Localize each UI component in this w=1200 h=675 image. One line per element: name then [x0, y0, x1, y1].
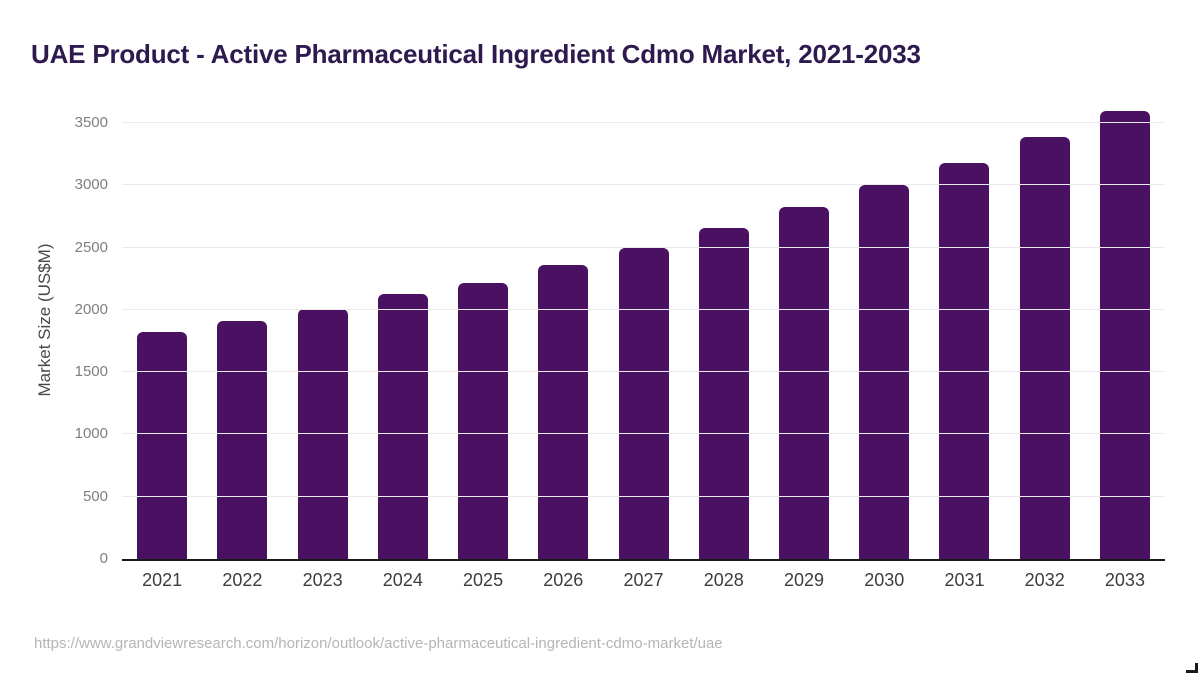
gridline-3500: [122, 122, 1165, 123]
chart-title: UAE Product - Active Pharmaceutical Ingr…: [31, 39, 921, 70]
bar-2022[interactable]: [217, 321, 268, 559]
x-tick-label-2022: 2022: [222, 570, 263, 590]
bar-2026[interactable]: [538, 265, 589, 559]
bar-2033[interactable]: [1099, 111, 1150, 559]
bar-2025[interactable]: [458, 283, 509, 559]
bar-slot-2030: [844, 100, 924, 559]
bar-2027[interactable]: [618, 247, 669, 559]
corner-mark-icon: [1186, 663, 1198, 673]
bar-slot-2024: [363, 100, 443, 559]
x-tick-label-2033: 2033: [1104, 570, 1145, 590]
y-tick-label-2000: 2000: [74, 300, 108, 318]
bar-slot-2026: [523, 100, 603, 559]
x-tick-label-2028: 2028: [703, 570, 744, 590]
bar-slot-2028: [684, 100, 764, 559]
bar-slot-2031: [924, 100, 1004, 559]
bar-2028[interactable]: [698, 228, 749, 559]
bar-2031[interactable]: [939, 162, 990, 559]
gridline-2000: [122, 308, 1165, 310]
bar-slot-2022: [202, 100, 282, 559]
x-tick-label-2024: 2024: [382, 570, 423, 590]
bar-slot-2033: [1085, 100, 1165, 559]
bar-slot-2032: [1005, 100, 1085, 559]
x-tick-label-2021: 2021: [142, 570, 183, 590]
y-tick-label-0: 0: [99, 550, 108, 567]
bars-container: [122, 100, 1165, 559]
x-tick-label-2029: 2029: [783, 570, 825, 590]
bar-slot-2027: [603, 100, 683, 559]
y-tick-label-500: 500: [82, 487, 108, 505]
y-tick-label-3000: 3000: [74, 176, 108, 194]
x-tick-label-2026: 2026: [543, 570, 584, 590]
bar-2032[interactable]: [1019, 136, 1070, 559]
bar-slot-2029: [764, 100, 844, 559]
y-tick-label-1000: 1000: [74, 425, 108, 443]
gridline-1000: [122, 433, 1165, 435]
bar-slot-2025: [443, 100, 523, 559]
bar-slot-2023: [282, 100, 362, 559]
bar-2030[interactable]: [859, 185, 910, 559]
y-tick-label-1500: 1500: [74, 363, 108, 381]
bar-2029[interactable]: [778, 207, 829, 559]
x-tick-label-2032: 2032: [1024, 570, 1065, 590]
y-tick-label-2500: 2500: [74, 238, 108, 256]
y-axis-title: Market Size (US$M): [35, 243, 54, 397]
x-tick-label-2027: 2027: [623, 570, 664, 590]
source-url: https://www.grandviewresearch.com/horizo…: [34, 635, 723, 652]
bar-slot-2021: [122, 100, 202, 559]
bar-2024[interactable]: [377, 294, 428, 559]
gridline-3000: [122, 184, 1165, 186]
x-tick-label-2025: 2025: [463, 570, 504, 590]
x-tick-label-2031: 2031: [944, 570, 985, 590]
gridline-500: [122, 495, 1165, 497]
y-tick-label-3500: 3500: [74, 114, 108, 131]
plot-area: 0 500 1000 1500 2000 2500 3000 3500: [75, 100, 1165, 567]
x-tick-label-2030: 2030: [864, 570, 905, 590]
x-tick-label-2023: 2023: [302, 570, 343, 590]
x-axis-labels: 2021 2022 2023 2024 2025 2026 2027 2028 2029 2030…: [122, 570, 1165, 591]
gridline-1500: [122, 371, 1165, 373]
gridline-2500: [122, 246, 1165, 248]
bar-2021[interactable]: [137, 332, 188, 559]
